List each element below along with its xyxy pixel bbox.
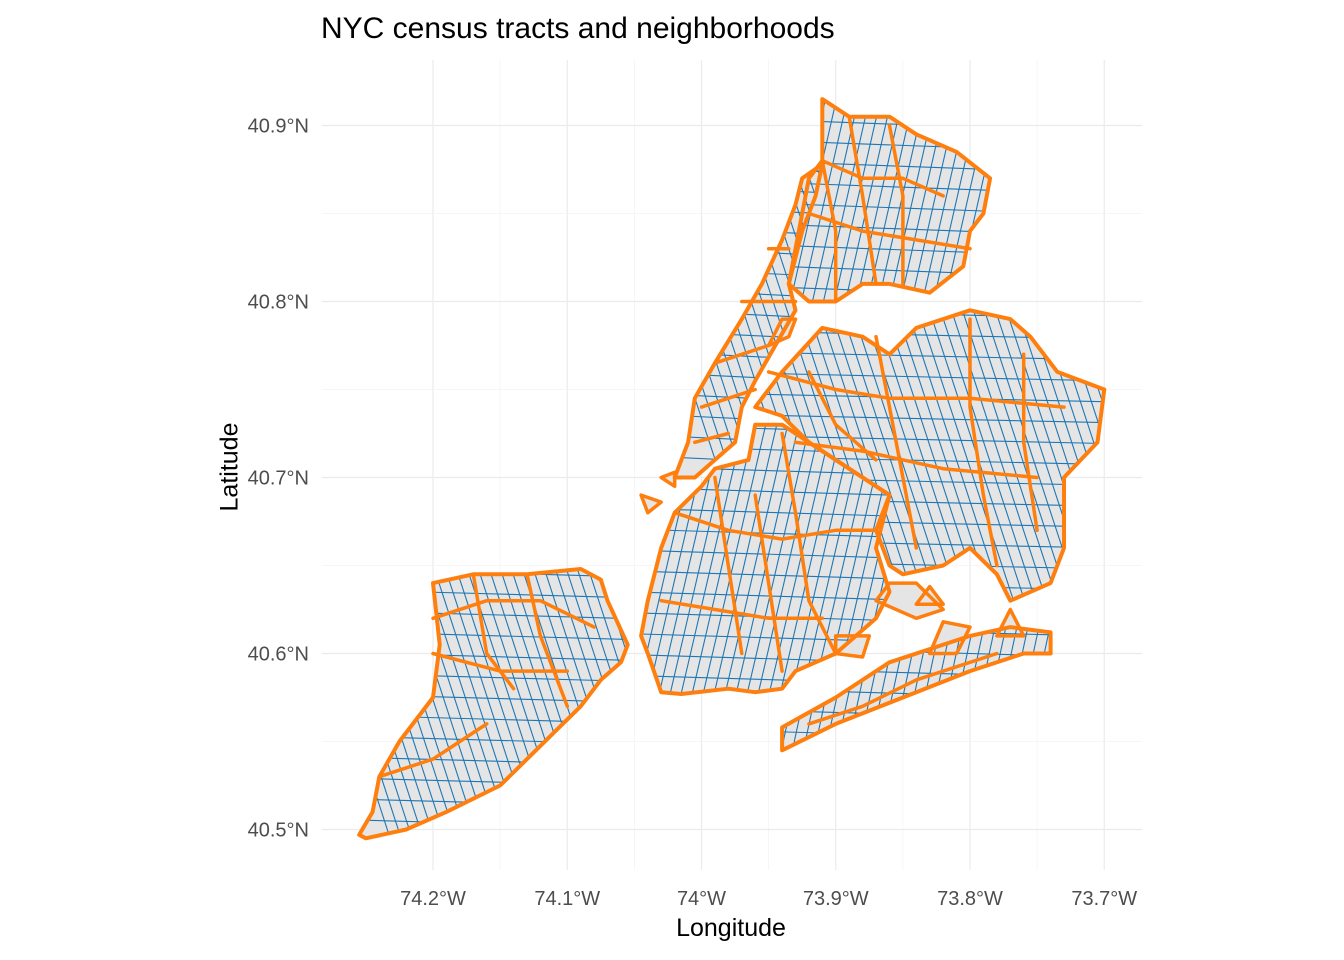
y-tick-label: 40.7°N bbox=[248, 468, 309, 490]
neighborhood-border bbox=[780, 431, 838, 656]
neighborhood-border bbox=[847, 114, 878, 286]
neighborhood-border bbox=[807, 651, 999, 726]
neighborhood-border bbox=[820, 158, 838, 304]
x-tick-label: 74.2°W bbox=[400, 888, 466, 910]
x-tick-label: 74.1°W bbox=[534, 888, 600, 910]
y-tick-label: 40.5°N bbox=[248, 820, 309, 842]
neighborhood-border bbox=[968, 317, 999, 568]
neighborhood-border bbox=[525, 572, 570, 709]
x-tick-label: 73.7°W bbox=[1071, 888, 1137, 910]
neighborhood-border bbox=[431, 651, 570, 673]
y-tick-labels: 40.5°N 40.6°N 40.7°N 40.8°N 40.9°N bbox=[248, 116, 309, 842]
borough-outline-rockaway bbox=[780, 625, 1053, 753]
island-land bbox=[996, 609, 1024, 636]
borough-outline-staten-island bbox=[357, 567, 630, 841]
island-outline bbox=[833, 634, 872, 659]
borough-outline-manhattan bbox=[672, 162, 825, 480]
neighborhood-border bbox=[471, 572, 516, 691]
island-land bbox=[876, 583, 944, 619]
map-title: NYC census tracts and neighborhoods bbox=[321, 12, 835, 45]
borough-land-queens bbox=[755, 310, 1105, 601]
x-tick-label: 73.9°W bbox=[803, 888, 869, 910]
neighborhood-border bbox=[377, 722, 489, 779]
neighborhood-border bbox=[820, 158, 945, 198]
island-outline bbox=[766, 317, 798, 348]
borough-land-staten-island bbox=[359, 569, 628, 839]
borough-outline-queens bbox=[753, 308, 1107, 603]
neighborhood-border bbox=[699, 387, 757, 409]
neighborhood-border bbox=[693, 431, 731, 445]
neighborhood-border bbox=[793, 440, 1039, 480]
island-outline bbox=[995, 607, 1026, 638]
y-tick-label: 40.6°N bbox=[248, 644, 309, 666]
neighborhood-border bbox=[1021, 352, 1039, 533]
borough-outline-bronx bbox=[786, 97, 993, 304]
x-tick-label: 73.8°W bbox=[937, 888, 1003, 910]
neighborhood-border bbox=[874, 334, 919, 550]
neighborhood-border bbox=[672, 510, 878, 541]
y-tick-label: 40.8°N bbox=[248, 292, 309, 314]
island-outline bbox=[914, 584, 945, 606]
neighborhood-border bbox=[807, 370, 878, 462]
neighborhood-border bbox=[753, 493, 784, 673]
island-outline bbox=[927, 620, 972, 656]
x-tick-labels: 74.2°W 74.1°W 74°W 73.9°W 73.8°W 73.7°W bbox=[400, 888, 1137, 910]
x-tick-label: 74°W bbox=[677, 888, 726, 910]
island-outline bbox=[639, 493, 663, 515]
x-axis-title: Longitude bbox=[676, 914, 786, 942]
borough-land-manhattan bbox=[674, 164, 823, 478]
y-tick-label: 40.9°N bbox=[248, 116, 309, 138]
island-land bbox=[835, 635, 870, 657]
neighborhood-border bbox=[659, 598, 825, 621]
neighborhood-border bbox=[431, 598, 596, 629]
neighborhood-borders-layer bbox=[357, 97, 1107, 841]
y-axis-title: Latitude bbox=[215, 422, 244, 512]
neighborhood-border bbox=[887, 123, 905, 286]
neighborhood-border bbox=[713, 475, 744, 656]
neighborhood-border bbox=[713, 343, 771, 365]
